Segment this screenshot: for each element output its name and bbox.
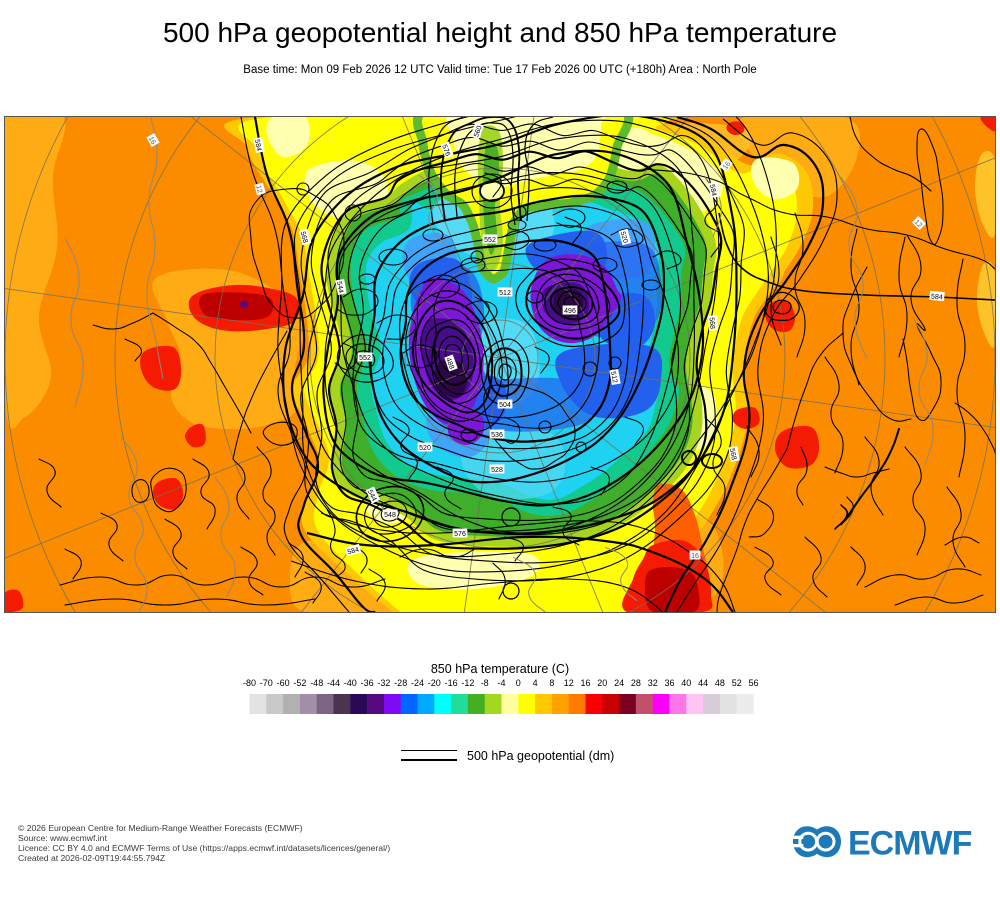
svg-text:-40: -40 <box>344 678 357 688</box>
svg-text:552: 552 <box>484 237 496 244</box>
svg-text:-24: -24 <box>411 678 424 688</box>
svg-text:576: 576 <box>454 531 466 538</box>
svg-text:28: 28 <box>631 678 641 688</box>
svg-text:496: 496 <box>564 308 576 315</box>
svg-text:16: 16 <box>691 553 699 560</box>
svg-text:-12: -12 <box>461 678 474 688</box>
svg-text:548: 548 <box>384 512 396 519</box>
svg-text:-80: -80 <box>243 678 256 688</box>
svg-text:520: 520 <box>419 445 431 452</box>
svg-text:512: 512 <box>499 290 511 297</box>
svg-text:512: 512 <box>609 371 618 384</box>
svg-text:584: 584 <box>931 293 943 301</box>
svg-text:-36: -36 <box>361 678 374 688</box>
svg-text:48: 48 <box>715 678 725 688</box>
svg-text:584: 584 <box>253 139 262 152</box>
svg-text:-28: -28 <box>394 678 407 688</box>
svg-text:8: 8 <box>549 678 554 688</box>
svg-text:568: 568 <box>299 231 309 244</box>
svg-text:0: 0 <box>516 678 521 688</box>
svg-text:-8: -8 <box>481 678 489 688</box>
svg-text:12: 12 <box>564 678 574 688</box>
svg-text:-60: -60 <box>277 678 290 688</box>
svg-text:-16: -16 <box>445 678 458 688</box>
svg-text:584: 584 <box>347 547 360 557</box>
svg-text:-44: -44 <box>327 678 340 688</box>
svg-text:16: 16 <box>580 678 590 688</box>
svg-text:488: 488 <box>444 357 455 370</box>
svg-text:40: 40 <box>681 678 691 688</box>
svg-text:-48: -48 <box>310 678 323 688</box>
svg-text:12: 12 <box>913 219 924 230</box>
svg-text:568: 568 <box>708 317 716 329</box>
svg-text:568: 568 <box>728 448 737 461</box>
svg-text:-32: -32 <box>377 678 390 688</box>
svg-text:544: 544 <box>335 281 344 294</box>
svg-text:16: 16 <box>147 136 157 146</box>
svg-text:-4: -4 <box>497 678 505 688</box>
svg-text:36: 36 <box>664 678 674 688</box>
svg-text:576: 576 <box>440 144 451 157</box>
svg-text:504: 504 <box>499 402 511 409</box>
svg-text:12: 12 <box>254 185 263 194</box>
svg-text:24: 24 <box>614 678 624 688</box>
svg-text:584: 584 <box>708 184 717 197</box>
svg-text:44: 44 <box>698 678 708 688</box>
svg-text:4: 4 <box>533 678 538 688</box>
svg-text:56: 56 <box>748 678 758 688</box>
svg-text:52: 52 <box>732 678 742 688</box>
svg-text:528: 528 <box>491 467 503 474</box>
svg-text:552: 552 <box>359 355 371 362</box>
svg-text:ECMWF: ECMWF <box>848 825 972 861</box>
svg-text:544: 544 <box>366 489 377 503</box>
svg-text:-70: -70 <box>260 678 273 688</box>
svg-text:16: 16 <box>722 161 732 171</box>
svg-text:32: 32 <box>648 678 658 688</box>
svg-text:520: 520 <box>619 231 629 244</box>
svg-text:-20: -20 <box>428 678 441 688</box>
svg-text:-52: -52 <box>293 678 306 688</box>
svg-text:536: 536 <box>491 432 503 439</box>
svg-text:20: 20 <box>597 678 607 688</box>
svg-text:560: 560 <box>473 125 484 138</box>
